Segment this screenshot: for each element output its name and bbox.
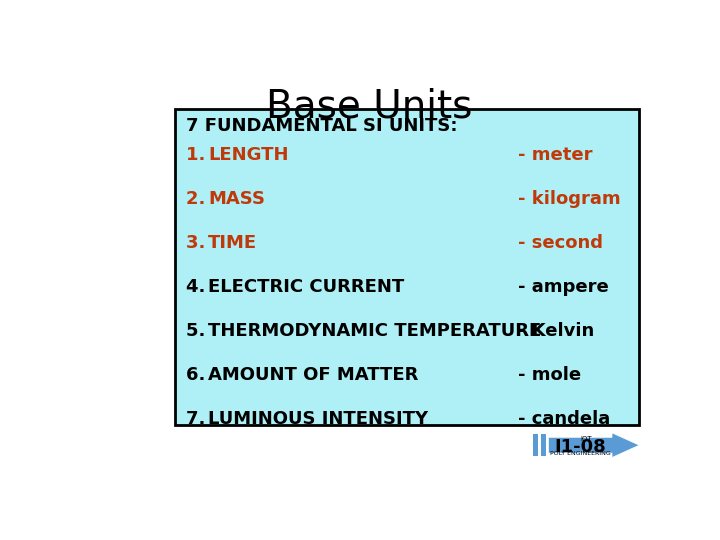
Text: 7 FUNDAMENTAL SI UNITS:: 7 FUNDAMENTAL SI UNITS:	[186, 117, 457, 135]
Text: MASS: MASS	[208, 190, 265, 208]
Text: ELECTRIC CURRENT: ELECTRIC CURRENT	[208, 278, 405, 296]
Text: IOT: IOT	[580, 436, 592, 442]
Text: - kilogram: - kilogram	[518, 190, 620, 208]
Text: LENGTH: LENGTH	[208, 146, 289, 164]
Text: 4.: 4.	[186, 278, 212, 296]
Text: AMOUNT OF MATTER: AMOUNT OF MATTER	[208, 366, 418, 384]
Text: - Kelvin: - Kelvin	[518, 322, 594, 340]
Text: THERMODYNAMIC TEMPERATURE: THERMODYNAMIC TEMPERATURE	[208, 322, 541, 340]
Text: 3.: 3.	[186, 234, 212, 252]
Bar	[533, 434, 538, 456]
Text: 7.: 7.	[186, 410, 212, 428]
Text: - ampere: - ampere	[518, 278, 608, 296]
Polygon shape	[549, 433, 639, 457]
Text: 5.: 5.	[186, 322, 212, 340]
Text: I1-08: I1-08	[554, 438, 606, 456]
Text: TIME: TIME	[208, 234, 257, 252]
Text: 6.: 6.	[186, 366, 212, 384]
Bar	[541, 434, 546, 456]
Text: - candela: - candela	[518, 410, 610, 428]
Text: 2.: 2.	[186, 190, 212, 208]
Text: 1.: 1.	[186, 146, 212, 164]
Text: - meter: - meter	[518, 146, 592, 164]
Text: - second: - second	[518, 234, 603, 252]
Text: LUMINOUS INTENSITY: LUMINOUS INTENSITY	[208, 410, 428, 428]
Text: - mole: - mole	[518, 366, 581, 384]
Bar	[175, 110, 639, 425]
Text: POLY ENGINEERING: POLY ENGINEERING	[550, 451, 611, 456]
Text: Base Units: Base Units	[266, 88, 472, 126]
